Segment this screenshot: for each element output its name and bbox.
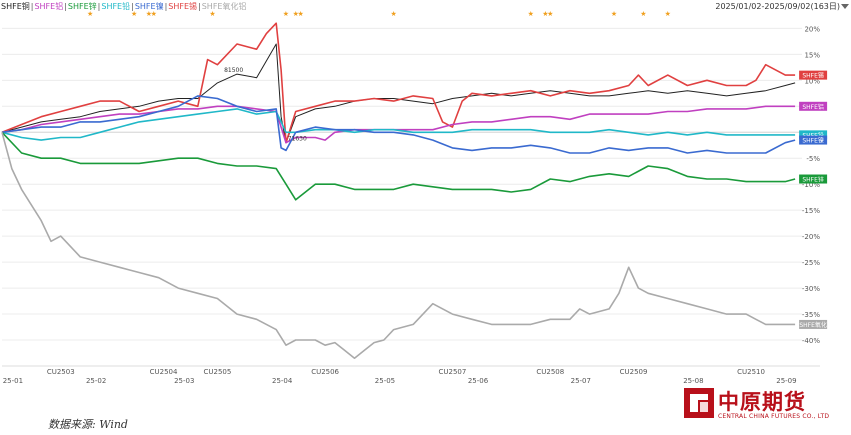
logo-english-name: CENTRAL CHINA FUTURES CO., LTD bbox=[718, 413, 830, 420]
star-marker-icon: ★ bbox=[151, 10, 157, 18]
series-end-tag-label: SHFE锡 bbox=[802, 72, 824, 80]
series-line bbox=[1, 95, 796, 154]
date-range-text: 2025/01/02-2025/09/02(163日) bbox=[715, 2, 840, 11]
y-tick-label: 20% bbox=[804, 25, 820, 33]
legend-separator: | bbox=[97, 2, 101, 11]
line-chart: 20%15%10%5%0%-5%-10%-15%-20%-25%-30%-35%… bbox=[1, 10, 828, 385]
contract-label: CU2509 bbox=[620, 368, 648, 376]
series-end-tag: SHFE氧化 bbox=[799, 319, 828, 329]
star-marker-icon: ★ bbox=[146, 10, 152, 18]
company-logo: 中原期货 CENTRAL CHINA FUTURES CO., LTD bbox=[684, 386, 829, 426]
star-marker-icon: ★ bbox=[640, 10, 646, 18]
contract-label: CU2507 bbox=[438, 368, 466, 376]
star-marker-icon: ★ bbox=[611, 10, 617, 18]
star-marker-icon: ★ bbox=[131, 10, 137, 18]
series-line bbox=[1, 43, 796, 144]
date-label: 25-01 bbox=[3, 377, 23, 385]
y-tick-label: -25% bbox=[802, 259, 820, 267]
date-label: 25-03 bbox=[174, 377, 194, 385]
legend-item[interactable]: SHFE氧化铝 bbox=[201, 2, 247, 11]
legend-separator: | bbox=[64, 2, 67, 11]
annotation-label: 71630 bbox=[288, 136, 307, 143]
star-marker-icon: ★ bbox=[209, 10, 215, 18]
series-end-tag-bg bbox=[799, 319, 828, 329]
legend-item[interactable]: SHFE锌 bbox=[67, 2, 97, 11]
contract-label: CU2505 bbox=[203, 368, 231, 376]
date-label: 25-02 bbox=[86, 377, 106, 385]
legend-item[interactable]: SHFE铅 bbox=[101, 2, 131, 11]
series-line bbox=[1, 22, 796, 144]
legend-separator: | bbox=[30, 2, 34, 11]
date-label: 25-06 bbox=[468, 377, 489, 385]
series-end-tag-label: SHFE锌 bbox=[802, 176, 824, 184]
logo-chinese-name: 中原期货 bbox=[718, 389, 806, 414]
series-end-tag: SHFE铝 bbox=[799, 101, 828, 111]
series-end-tag: SHFE镍 bbox=[799, 135, 828, 145]
star-marker-icon: ★ bbox=[665, 10, 671, 18]
y-tick-label: -35% bbox=[802, 311, 820, 319]
contract-label: CU2503 bbox=[47, 368, 75, 376]
chevron-down-icon[interactable] bbox=[841, 4, 849, 9]
star-marker-icon: ★ bbox=[283, 10, 289, 18]
star-marker-icon: ★ bbox=[542, 10, 548, 18]
series-end-tag-label: SHFE镍 bbox=[802, 137, 824, 145]
series-end-tag-label: SHFE铅 bbox=[802, 131, 824, 139]
series-end-tag-bg bbox=[799, 70, 828, 80]
y-tick-label: -30% bbox=[802, 285, 820, 293]
star-marker-icon: ★ bbox=[297, 10, 303, 18]
legend-item[interactable]: SHFE铝 bbox=[34, 2, 64, 11]
y-tick-label: -10% bbox=[802, 181, 820, 189]
series-end-tag-label: SHFE氧化 bbox=[799, 321, 827, 329]
legend-item[interactable]: SHFE铜 bbox=[1, 2, 30, 11]
legend-separator: | bbox=[131, 2, 134, 11]
legend: SHFE铜|SHFE铝|SHFE锌|SHFE铅|SHFE镍|SHFE锡|SHFE… bbox=[1, 1, 246, 13]
series-end-tag: SHFE铅 bbox=[799, 130, 828, 140]
series-end-tag-bg bbox=[799, 135, 828, 145]
star-marker-icon: ★ bbox=[528, 10, 534, 18]
y-tick-label: -5% bbox=[806, 155, 820, 163]
annotation-label: 81500 bbox=[224, 67, 243, 74]
contract-label: CU2510 bbox=[737, 368, 765, 376]
series-end-tag-bg bbox=[799, 101, 828, 111]
y-tick-label: 10% bbox=[804, 77, 820, 85]
date-range-selector[interactable]: 2025/01/02-2025/09/02(163日) bbox=[715, 1, 849, 13]
date-label: 25-08 bbox=[683, 377, 703, 385]
y-tick-label: -20% bbox=[802, 233, 820, 241]
star-marker-icon: ★ bbox=[293, 10, 299, 18]
y-tick-label: -40% bbox=[802, 337, 820, 345]
contract-label: CU2508 bbox=[536, 368, 564, 376]
series-end-tag: SHFE锌 bbox=[799, 174, 828, 184]
contract-label: CU2504 bbox=[150, 368, 178, 376]
series-line bbox=[1, 105, 796, 144]
series-end-tag-label: SHFE铝 bbox=[802, 103, 824, 111]
series-end-tag-bg bbox=[799, 130, 828, 140]
date-label: 25-07 bbox=[571, 377, 591, 385]
star-marker-icon: ★ bbox=[547, 10, 553, 18]
legend-item[interactable]: SHFE锡 bbox=[168, 2, 198, 11]
legend-item[interactable]: SHFE镍 bbox=[134, 2, 164, 11]
star-marker-icon: ★ bbox=[87, 10, 93, 18]
date-label: 25-04 bbox=[272, 377, 293, 385]
star-marker-icon: ★ bbox=[391, 10, 397, 18]
series-end-tag-bg bbox=[799, 174, 828, 184]
legend-separator: | bbox=[164, 2, 168, 11]
legend-separator: | bbox=[198, 2, 201, 11]
y-tick-label: 15% bbox=[804, 51, 820, 59]
y-tick-label: -15% bbox=[802, 207, 820, 215]
series-line bbox=[1, 132, 796, 360]
series-line bbox=[1, 131, 796, 201]
contract-label: CU2506 bbox=[311, 368, 339, 376]
data-source-note: 数据来源: Wind bbox=[48, 418, 128, 431]
logo-mark-icon bbox=[684, 388, 714, 418]
series-end-tag: SHFE锡 bbox=[799, 70, 828, 80]
date-label: 25-09 bbox=[776, 377, 796, 385]
date-label: 25-05 bbox=[375, 377, 395, 385]
series-line bbox=[1, 108, 796, 141]
